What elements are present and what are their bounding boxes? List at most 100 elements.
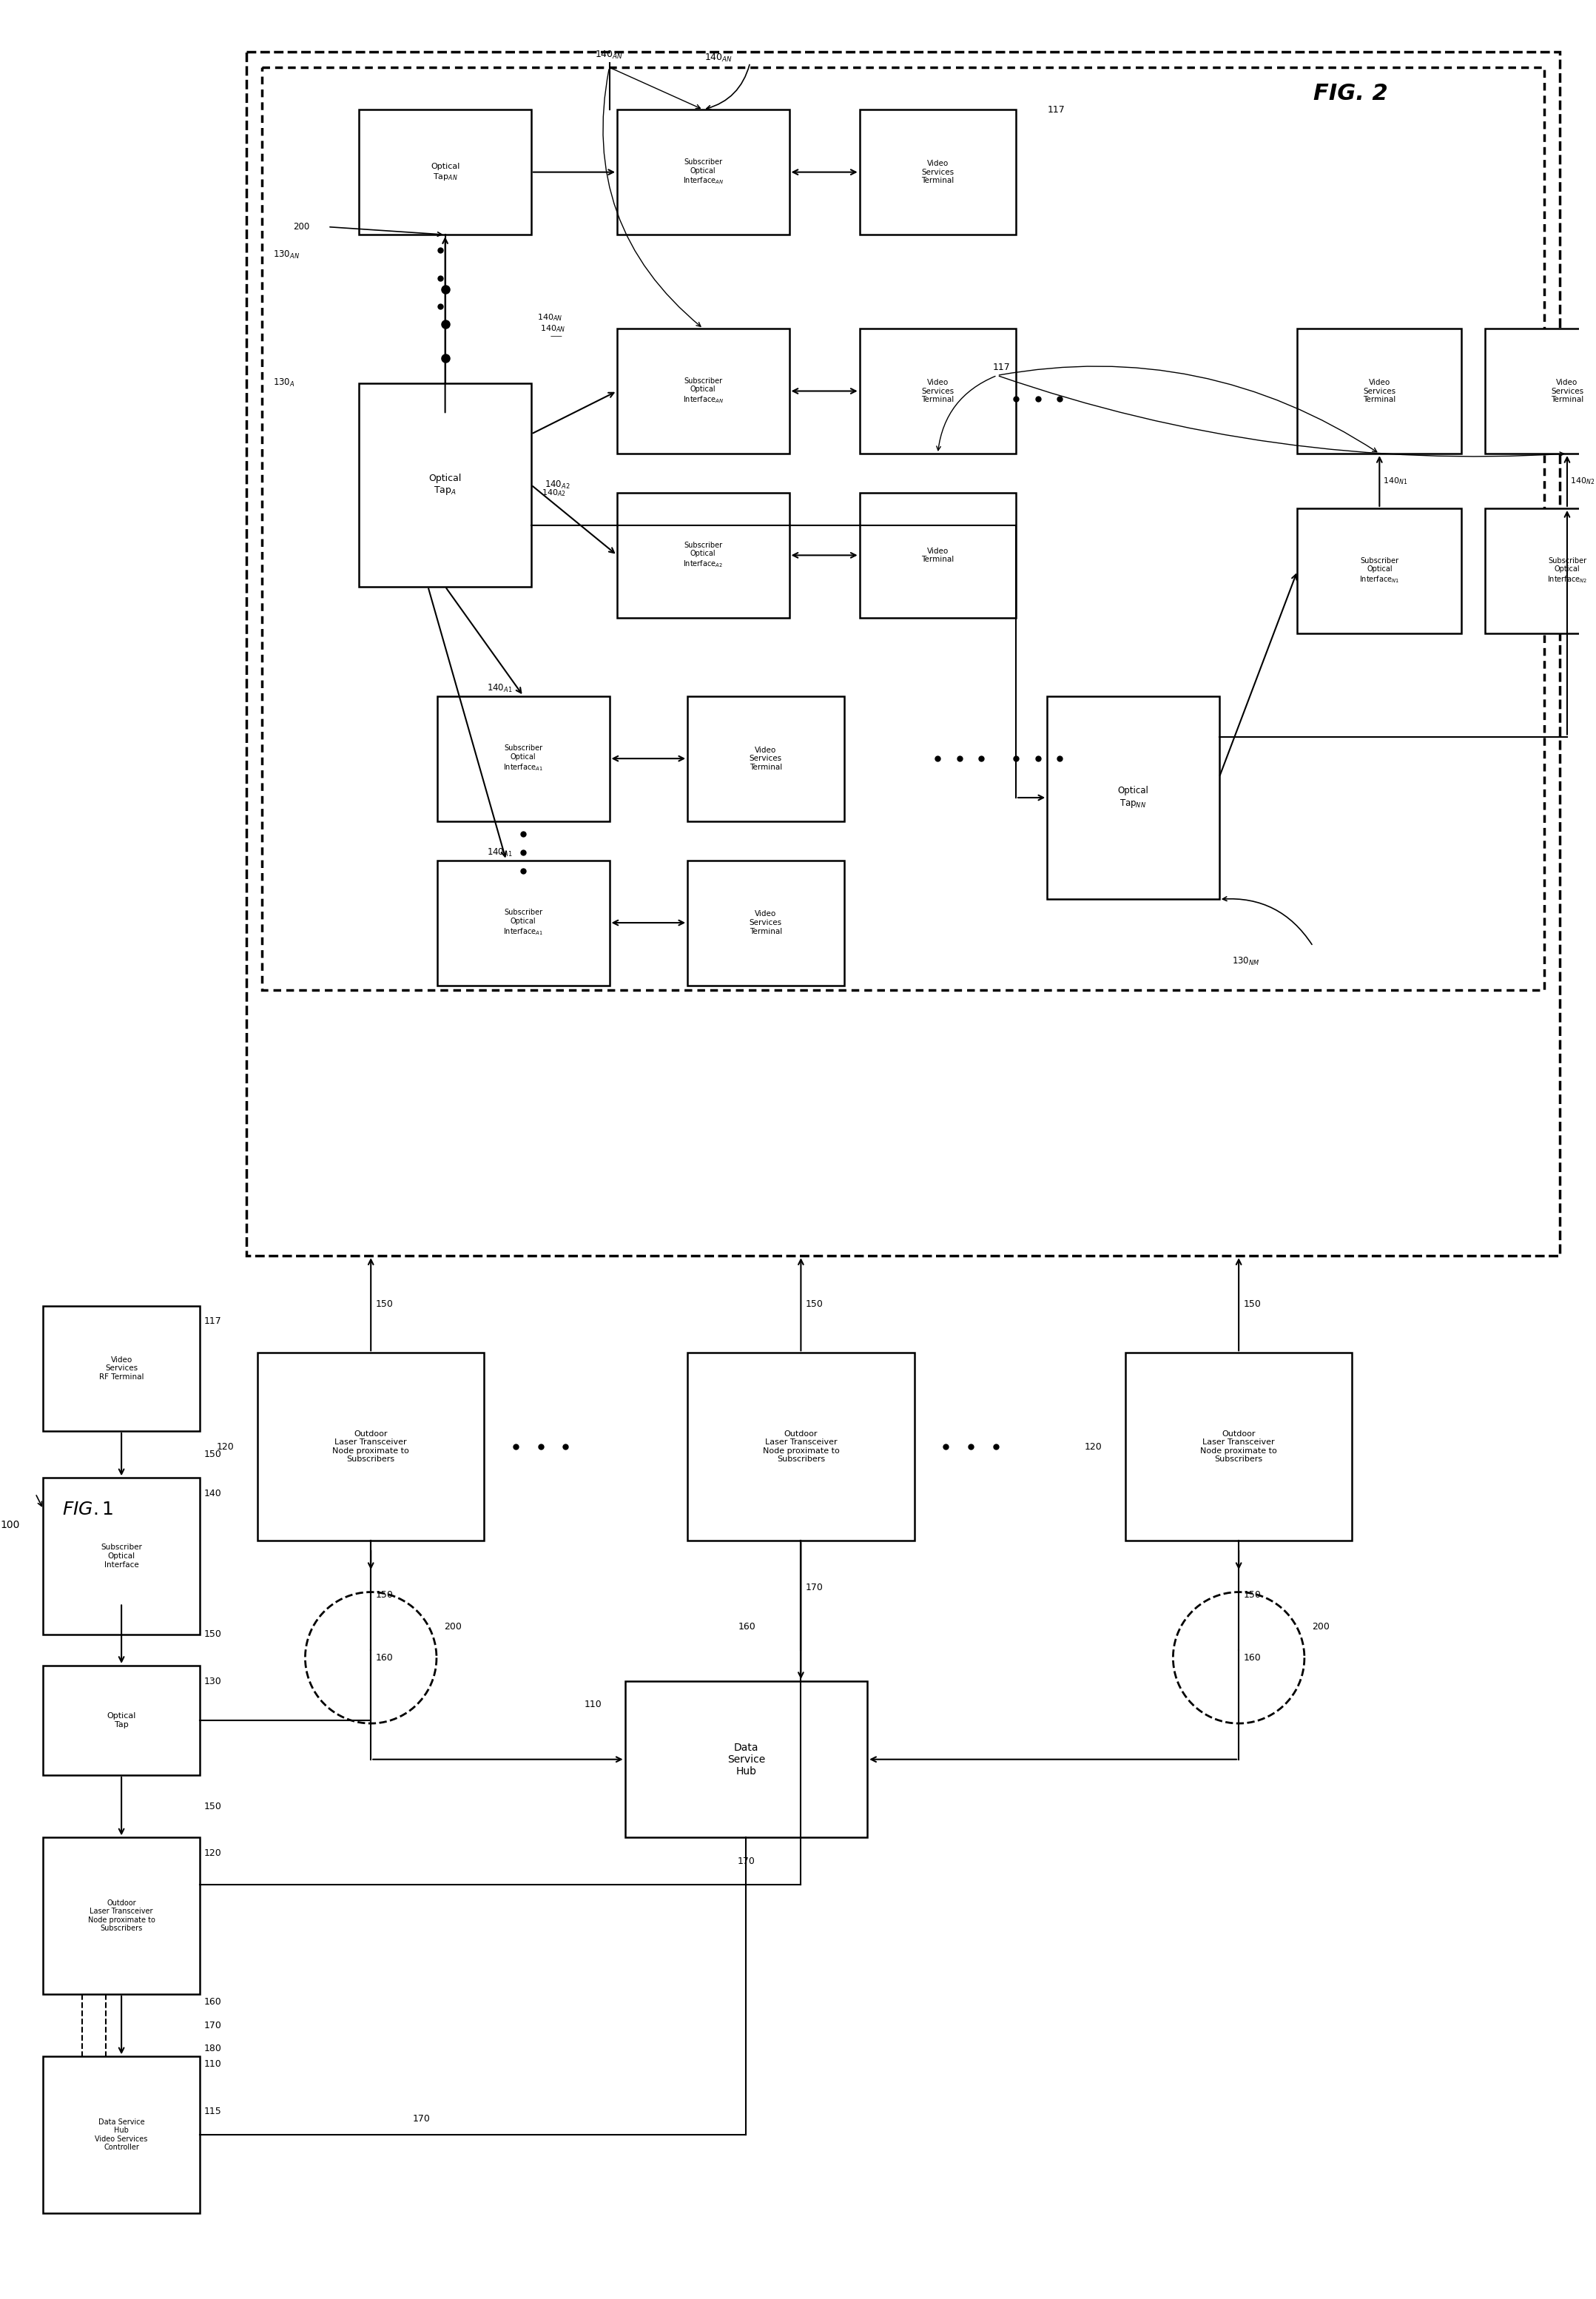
Bar — [1125, 1352, 1352, 1540]
Text: $140_{N2}$: $140_{N2}$ — [1570, 476, 1594, 485]
Text: 200: 200 — [444, 1621, 461, 1632]
Bar — [688, 697, 844, 821]
Bar — [43, 1478, 200, 1635]
Text: Subscriber
Optical
Interface$_{A1}$: Subscriber Optical Interface$_{A1}$ — [503, 908, 543, 936]
Text: 130: 130 — [204, 1676, 222, 1685]
Text: 170: 170 — [806, 1582, 824, 1593]
Text: Outdoor
Laser Transceiver
Node proximate to
Subscribers: Outdoor Laser Transceiver Node proximate… — [763, 1430, 839, 1462]
Bar — [246, 51, 1559, 1255]
Bar — [43, 1664, 200, 1775]
Text: 200: 200 — [294, 223, 310, 232]
Text: FIG. 2: FIG. 2 — [1314, 83, 1387, 106]
Text: 160: 160 — [204, 1998, 222, 2007]
Text: $140_{AN}$: $140_{AN}$ — [595, 48, 624, 60]
Bar — [257, 1352, 484, 1540]
Text: Data Service
Hub
Video Services
Controller: Data Service Hub Video Services Controll… — [96, 2117, 148, 2152]
Text: Video
Services
Terminal: Video Services Terminal — [1551, 379, 1583, 402]
Text: 120: 120 — [204, 1848, 222, 1858]
Text: 120: 120 — [217, 1441, 235, 1451]
Text: $\it{FIG. 1}$: $\it{FIG. 1}$ — [62, 1501, 113, 1517]
Text: Subscriber
Optical
Interface$_{A1}$: Subscriber Optical Interface$_{A1}$ — [503, 745, 543, 772]
Text: Outdoor
Laser Transceiver
Node proximate to
Subscribers: Outdoor Laser Transceiver Node proximate… — [332, 1430, 409, 1462]
Text: Outdoor
Laser Transceiver
Node proximate to
Subscribers: Outdoor Laser Transceiver Node proximate… — [1200, 1430, 1277, 1462]
Bar — [860, 492, 1017, 618]
Text: 160: 160 — [1243, 1653, 1261, 1662]
Text: 170: 170 — [737, 1855, 755, 1867]
Bar — [688, 1352, 915, 1540]
Bar — [1298, 329, 1462, 453]
Text: 117: 117 — [993, 363, 1010, 372]
Bar — [618, 329, 788, 453]
Bar — [359, 384, 531, 586]
Text: ——: —— — [551, 333, 562, 340]
Text: 110: 110 — [584, 1699, 602, 1710]
Text: Outdoor
Laser Transceiver
Node proximate to
Subscribers: Outdoor Laser Transceiver Node proximate… — [88, 1899, 155, 1933]
Text: 160: 160 — [739, 1621, 757, 1632]
Text: $140_{A1}$: $140_{A1}$ — [487, 683, 512, 694]
Bar — [626, 1681, 867, 1837]
Text: Video
Services
RF Terminal: Video Services RF Terminal — [99, 1356, 144, 1382]
Text: $140_{A2}$: $140_{A2}$ — [541, 487, 565, 499]
Bar — [43, 1837, 200, 1993]
Text: Subscriber
Optical
Interface$_{N1}$: Subscriber Optical Interface$_{N1}$ — [1360, 556, 1400, 584]
Text: Optical
Tap$_{NN}$: Optical Tap$_{NN}$ — [1117, 786, 1149, 809]
Text: $140_{AN}$: $140_{AN}$ — [539, 324, 565, 333]
Bar — [1484, 508, 1596, 635]
Text: $130_{NM}$: $130_{NM}$ — [1232, 956, 1259, 968]
Text: Subscriber
Optical
Interface: Subscriber Optical Interface — [101, 1545, 142, 1568]
Text: 200: 200 — [1312, 1621, 1329, 1632]
Text: 150: 150 — [1243, 1299, 1261, 1308]
Text: Subscriber
Optical
Interface$_{AN}$: Subscriber Optical Interface$_{AN}$ — [683, 159, 723, 186]
Text: $130_A$: $130_A$ — [273, 377, 295, 389]
Bar — [1484, 329, 1596, 453]
Text: Optical
Tap$_{AN}$: Optical Tap$_{AN}$ — [431, 163, 460, 182]
Text: 150: 150 — [204, 1802, 222, 1812]
Text: $130_{AN}$: $130_{AN}$ — [273, 248, 300, 260]
Bar — [359, 110, 531, 234]
Bar — [43, 2058, 200, 2214]
Text: 120: 120 — [1084, 1441, 1101, 1451]
Text: 110: 110 — [204, 2060, 222, 2069]
Text: 150: 150 — [204, 1630, 222, 1639]
Text: Video
Services
Terminal: Video Services Terminal — [750, 910, 782, 936]
Bar — [1047, 697, 1219, 899]
Text: 100: 100 — [0, 1520, 19, 1531]
Text: 140: 140 — [204, 1490, 222, 1499]
Text: Video
Terminal: Video Terminal — [921, 547, 954, 563]
Text: $140_{AN}$: $140_{AN}$ — [538, 313, 562, 322]
Bar — [262, 67, 1545, 991]
Bar — [437, 697, 610, 821]
Text: Video
Services
Terminal: Video Services Terminal — [1363, 379, 1396, 402]
Text: 170: 170 — [204, 2021, 222, 2030]
Text: $140_{AN}$: $140_{AN}$ — [704, 53, 733, 64]
Text: Data
Service
Hub: Data Service Hub — [728, 1743, 764, 1777]
Text: Video
Services
Terminal: Video Services Terminal — [921, 161, 954, 184]
Text: $140_{A1}$: $140_{A1}$ — [487, 846, 512, 858]
Text: Subscriber
Optical
Interface$_{N2}$: Subscriber Optical Interface$_{N2}$ — [1547, 556, 1588, 584]
Text: 117: 117 — [204, 1317, 222, 1327]
Text: Video
Services
Terminal: Video Services Terminal — [921, 379, 954, 402]
Text: 160: 160 — [375, 1653, 393, 1662]
Text: 150: 150 — [1243, 1591, 1261, 1600]
Text: Optical
Tap$_A$: Optical Tap$_A$ — [429, 474, 461, 497]
Text: 150: 150 — [375, 1591, 393, 1600]
Bar — [1298, 508, 1462, 635]
Bar — [43, 1306, 200, 1430]
Bar — [618, 492, 788, 618]
Bar — [688, 860, 844, 986]
Text: Video
Services
Terminal: Video Services Terminal — [750, 747, 782, 770]
Text: 150: 150 — [375, 1299, 393, 1308]
Bar — [618, 110, 788, 234]
Text: Subscriber
Optical
Interface$_{A2}$: Subscriber Optical Interface$_{A2}$ — [683, 543, 723, 570]
Text: 115: 115 — [204, 2106, 222, 2115]
Text: 150: 150 — [204, 1451, 222, 1460]
Text: Optical
Tap: Optical Tap — [107, 1713, 136, 1729]
Text: 180: 180 — [204, 2044, 222, 2053]
Bar — [437, 860, 610, 986]
Text: 170: 170 — [412, 2115, 429, 2124]
Bar — [860, 110, 1017, 234]
Text: 117: 117 — [1047, 106, 1065, 115]
Text: 150: 150 — [806, 1299, 824, 1308]
Text: $140_{A2}$: $140_{A2}$ — [544, 478, 570, 490]
Text: Subscriber
Optical
Interface$_{AN}$: Subscriber Optical Interface$_{AN}$ — [683, 377, 723, 405]
